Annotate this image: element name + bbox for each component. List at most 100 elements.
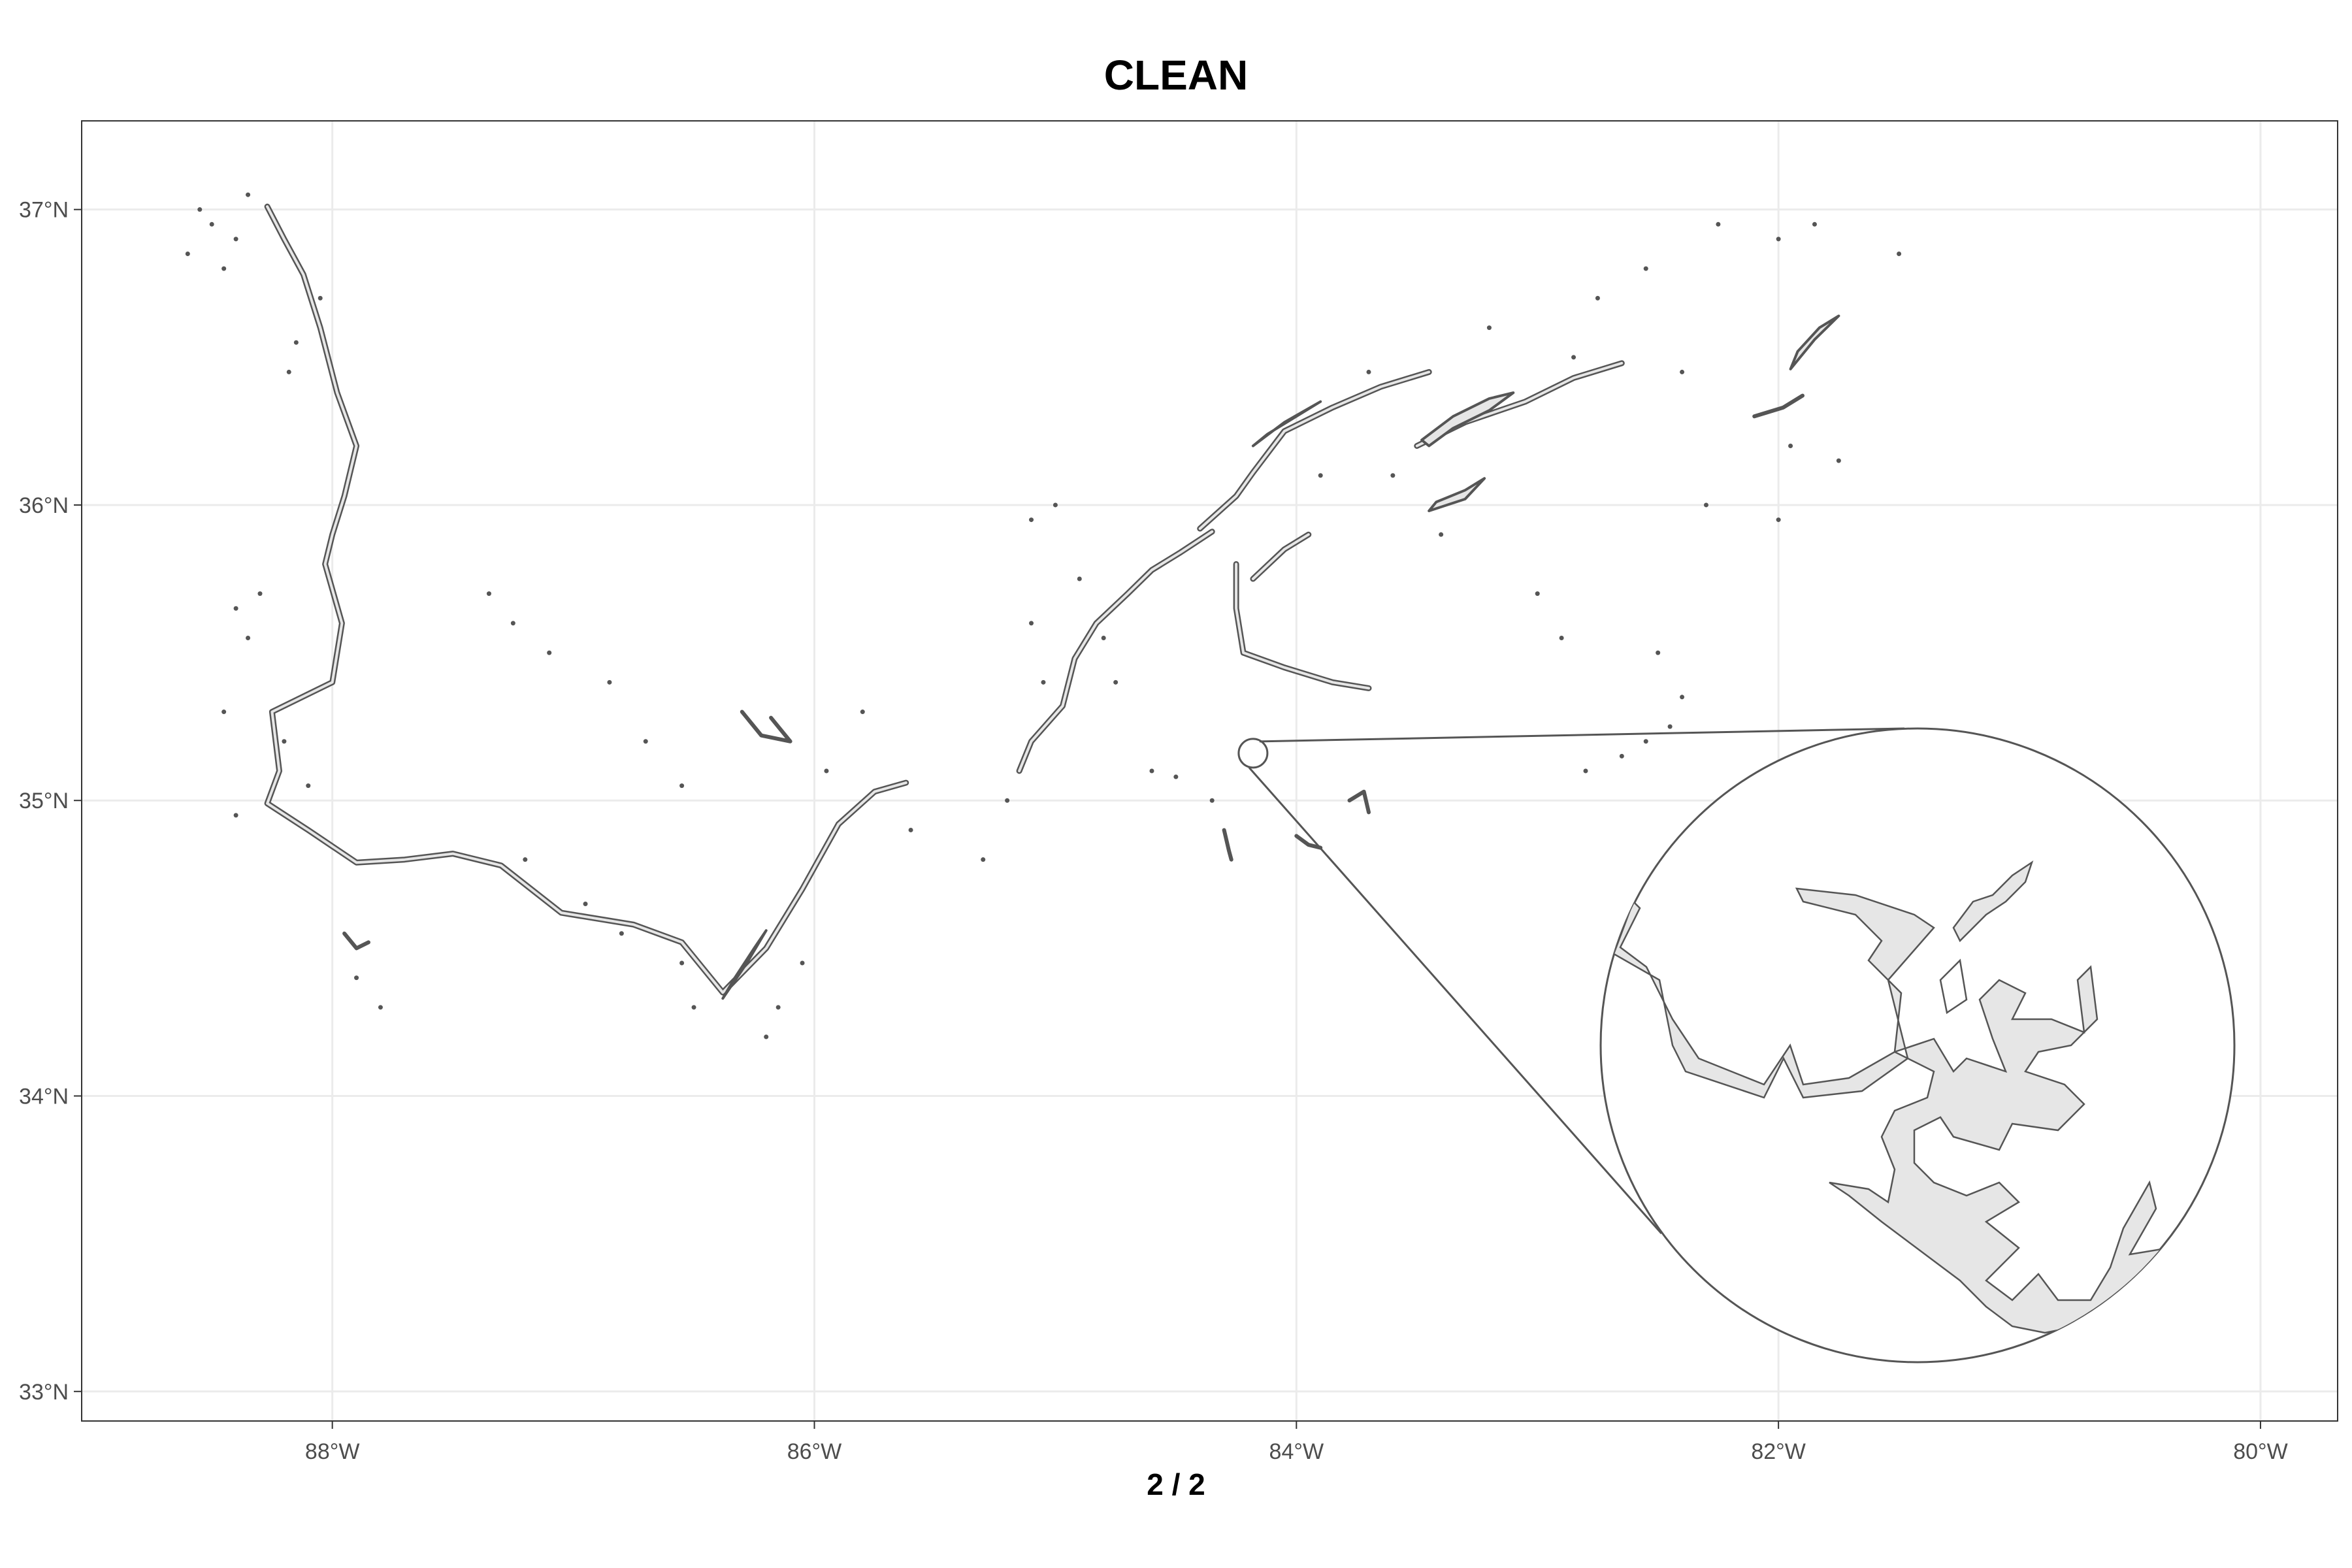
pond-marker [1788, 444, 1793, 448]
pond-marker [354, 975, 359, 981]
magnifier [1237, 727, 2236, 1364]
magnified-tributary [1952, 860, 2034, 943]
pond-marker [691, 1005, 696, 1010]
river-fill-tennessee-river-kentucky [266, 205, 907, 994]
lake-pickwick-cluster [342, 931, 370, 951]
pond-marker [378, 1005, 383, 1010]
x-tick-label: 80°W [2233, 1439, 2288, 1464]
pond-marker [1535, 591, 1540, 596]
pond-marker [1005, 798, 1010, 803]
magnified-reservoir [1612, 860, 2170, 1334]
magnifier-connector-top [1259, 727, 1905, 743]
pond-marker [860, 710, 865, 715]
x-tick-label: 82°W [1751, 1439, 1806, 1464]
reservoir-cherokee-lake [1420, 391, 1515, 448]
pond-marker [824, 768, 829, 774]
pond-marker [1571, 355, 1576, 360]
pond-marker [1209, 798, 1215, 803]
pond-marker [185, 252, 190, 257]
pond-marker [1897, 252, 1902, 257]
grid-lines [82, 121, 2338, 1421]
pond-marker [1029, 517, 1034, 523]
magnifier-source-circle [1237, 738, 1269, 769]
river-little-tennessee-river [1233, 561, 1372, 691]
pond-marker [1053, 502, 1058, 508]
pond-marker [1029, 621, 1034, 626]
pond-marker [1439, 532, 1444, 537]
pond-marker [643, 739, 648, 744]
pond-marker [1149, 768, 1154, 774]
pond-marker [1041, 679, 1046, 685]
pond-marker [1619, 753, 1624, 759]
y-tick-label: 37°N [19, 198, 69, 223]
pond-marker [246, 192, 251, 197]
lake-chatuge-lake [1347, 789, 1371, 815]
pond-marker [1667, 724, 1673, 729]
pond-marker [583, 902, 588, 907]
pond-marker [282, 739, 287, 744]
pond-marker [908, 827, 913, 832]
river-fill-clinch-river [1198, 370, 1431, 531]
pond-marker [679, 783, 685, 789]
magnified-reservoir-body [1795, 887, 2170, 1334]
river-tennessee-river-upper [1016, 529, 1215, 774]
pond-marker [1318, 473, 1323, 478]
pond-marker [1703, 502, 1708, 508]
y-tick-label: 34°N [19, 1085, 69, 1109]
map-title: CLEAN [1103, 52, 1249, 99]
river-fill-little-tennessee-river [1235, 563, 1370, 690]
map-features [185, 192, 1902, 1039]
pond-marker [197, 207, 203, 212]
pond-marker [764, 1034, 769, 1039]
pond-marker [1836, 458, 1841, 463]
pond-marker [293, 340, 299, 345]
pond-marker [1113, 679, 1119, 685]
x-tick-label: 84°W [1269, 1439, 1324, 1464]
lake-nottely-lake [1294, 834, 1323, 850]
pond-marker [1680, 369, 1685, 374]
pond-marker [1583, 768, 1588, 774]
reservoir-lake-guntersville [721, 929, 768, 1000]
y-tick-label: 35°N [19, 789, 69, 813]
pond-marker [1776, 517, 1781, 523]
pond-marker [800, 960, 805, 966]
pond-marker [257, 591, 263, 596]
pond-marker [318, 295, 323, 301]
river-fill-french-broad-river [1251, 533, 1310, 580]
pond-marker [1390, 473, 1396, 478]
pond-marker [523, 857, 528, 862]
pond-marker [510, 621, 515, 626]
pond-marker [1595, 295, 1600, 301]
pond-marker [1680, 694, 1685, 700]
pond-marker [547, 650, 552, 655]
pond-marker [1776, 237, 1781, 242]
pond-marker [1812, 221, 1817, 227]
pond-marker [619, 931, 624, 936]
pond-marker [679, 960, 685, 966]
pond-marker [776, 1005, 781, 1010]
pond-marker [306, 783, 311, 789]
pond-marker [286, 369, 291, 374]
x-tick-label: 86°W [787, 1439, 842, 1464]
x-axis-title: 2 / 2 [1147, 1467, 1205, 1501]
pond-marker [1643, 266, 1648, 271]
pond-marker [233, 813, 238, 818]
pond-marker [209, 221, 214, 227]
pond-marker [1101, 635, 1106, 640]
pond-marker [1643, 739, 1648, 744]
y-tick-label: 36°N [19, 493, 69, 518]
lake-watauga-cluster [1752, 393, 1805, 419]
panel-border [81, 120, 2338, 1422]
x-axis: 88°W 86°W 84°W 82°W 80°W [305, 1421, 2288, 1464]
y-axis: 37°N 36°N 35°N 34°N 33°N [19, 198, 82, 1405]
pond-marker [981, 857, 986, 862]
pond-marker [233, 606, 238, 611]
pond-marker [246, 635, 251, 640]
pond-marker [1656, 650, 1661, 655]
pond-marker [221, 710, 227, 715]
pond-marker [607, 679, 612, 685]
pond-marker [1366, 369, 1371, 374]
lake-blue-ridge-lake [1222, 828, 1233, 862]
river-fill-tennessee-river-upper [1018, 530, 1214, 772]
reservoir-douglas-lake [1428, 477, 1486, 512]
